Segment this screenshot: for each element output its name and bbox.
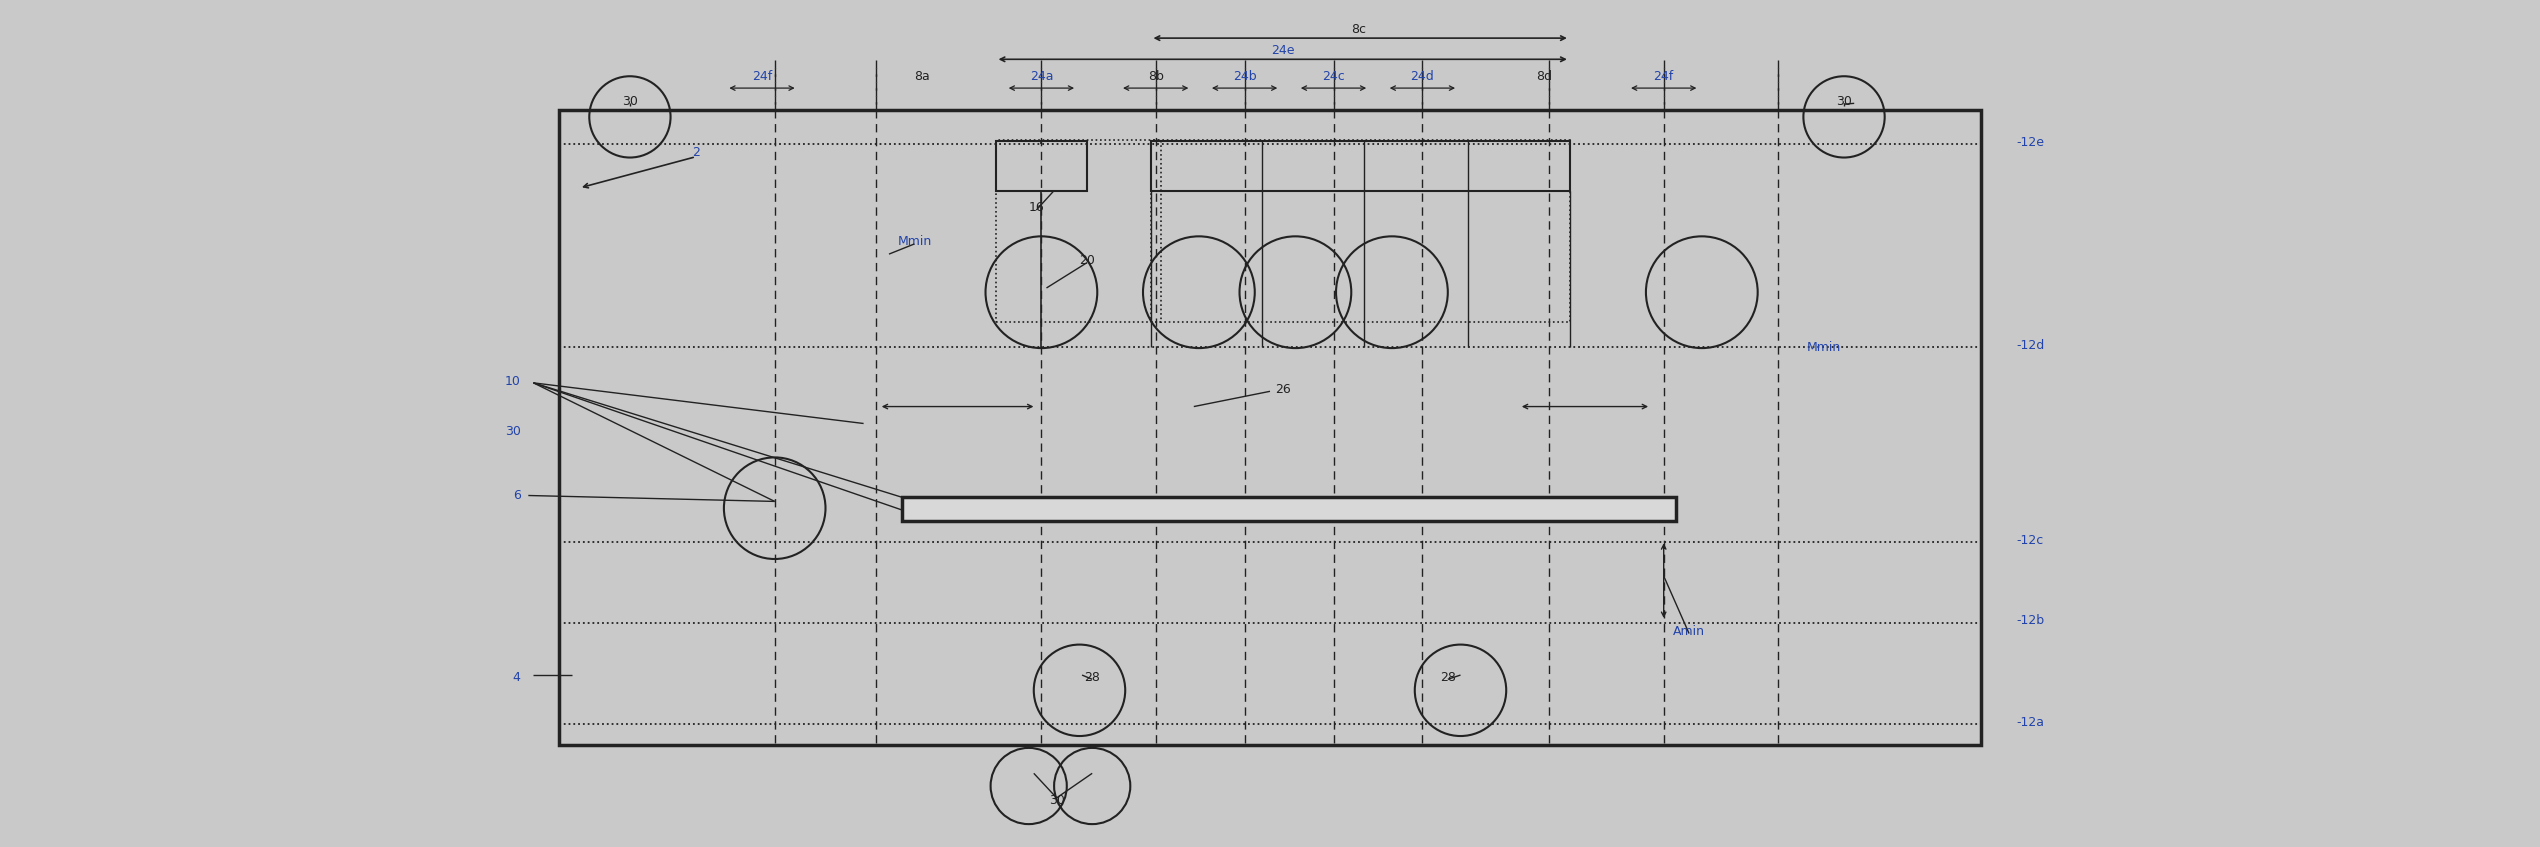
Text: 4: 4 (513, 671, 521, 684)
Text: 30: 30 (622, 95, 638, 108)
Text: 24c: 24c (1323, 69, 1344, 83)
Text: -12a: -12a (2017, 716, 2045, 729)
Text: 24f: 24f (752, 69, 772, 83)
Text: 30: 30 (1049, 794, 1064, 807)
Text: 16: 16 (1029, 201, 1044, 214)
Text: 2: 2 (691, 146, 701, 159)
Text: 26: 26 (1275, 383, 1290, 396)
Bar (996, 141, 1087, 191)
Text: Mmin: Mmin (897, 235, 932, 248)
Text: 24f: 24f (1654, 69, 1674, 83)
Text: 8c: 8c (1351, 23, 1367, 36)
Text: 6: 6 (513, 489, 521, 502)
Text: Mmin: Mmin (1806, 340, 1841, 354)
Text: 24a: 24a (1029, 69, 1054, 83)
Text: 20: 20 (1080, 253, 1095, 267)
Text: 28: 28 (1440, 671, 1455, 684)
Text: -12e: -12e (2017, 136, 2045, 149)
Bar (1151, 141, 1570, 191)
Bar (559, 110, 1981, 745)
Text: 24e: 24e (1270, 44, 1295, 58)
Bar (902, 497, 1676, 521)
Text: 8b: 8b (1148, 69, 1163, 83)
Text: 24d: 24d (1410, 69, 1435, 83)
Text: 10: 10 (505, 374, 521, 388)
Bar (996, 140, 1161, 322)
Text: 24b: 24b (1232, 69, 1257, 83)
Bar (1151, 140, 1570, 322)
Text: 28: 28 (1085, 671, 1100, 684)
Text: Amin: Amin (1674, 624, 1704, 638)
Text: -12b: -12b (2017, 614, 2045, 628)
Text: -12d: -12d (2017, 339, 2045, 352)
Text: 30: 30 (1836, 95, 1852, 108)
Text: -12c: -12c (2017, 534, 2045, 547)
Text: 8a: 8a (914, 69, 930, 83)
Text: 30: 30 (505, 425, 521, 439)
Text: 8d: 8d (1537, 69, 1552, 83)
